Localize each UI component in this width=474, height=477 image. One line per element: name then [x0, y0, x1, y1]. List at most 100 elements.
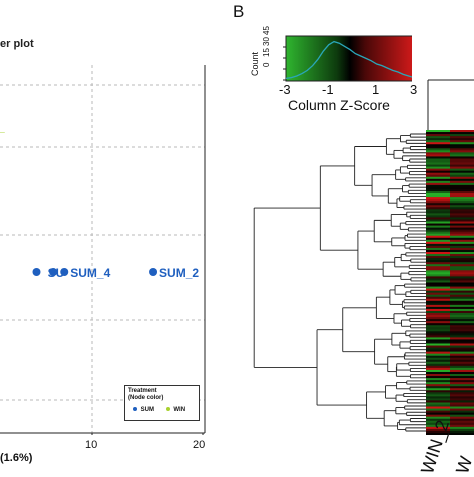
heatmap-cell-win2-68: [426, 268, 450, 271]
heatmap-cell-win2-32: [426, 195, 450, 198]
heatmap-cell-win2-60: [426, 252, 450, 255]
heatmap-cell-w-63: [450, 258, 474, 261]
heatmap-cell-w-98: [450, 329, 474, 332]
heatmap-cell-win2-20: [426, 170, 450, 174]
heatmap-cell-win2-137: [426, 408, 450, 411]
heatmap-cell-win2-73: [426, 278, 450, 281]
heatmap-cell-w-81: [450, 294, 474, 298]
heatmap-cell-win2-95: [426, 323, 450, 326]
heatmap-cell-w-68: [450, 268, 474, 271]
heatmap-cell-w-37: [450, 205, 474, 208]
key-xtick--3: -3: [279, 82, 291, 97]
heatmap-cell-win2-26: [426, 182, 450, 186]
heatmap-cell-w-72: [450, 276, 474, 279]
legend-title: Treatment: [128, 388, 157, 394]
heatmap-cell-win2-143: [426, 420, 450, 424]
heatmap-cell-win2-3: [426, 136, 450, 139]
heatmap-cell-w-118: [450, 369, 474, 373]
heatmap-cell-win2-52: [426, 235, 450, 239]
heatmap-cell-win2-55: [426, 241, 450, 245]
heatmap-cell-w-27: [450, 184, 474, 188]
heatmap-cell-w-92: [450, 317, 474, 320]
heatmap-cell-win2-74: [426, 280, 450, 283]
heatmap-cell-w-104: [450, 341, 474, 344]
heatmap-cell-win2-48: [426, 227, 450, 231]
heatmap-cell-win2-80: [426, 292, 450, 296]
heatmap-cell-win2-142: [426, 418, 450, 422]
heatmap-cell-win2-119: [426, 371, 450, 375]
scatter-legend: Treatment (Node color) SUM WIN: [124, 385, 200, 421]
heatmap-cell-win2-56: [426, 243, 450, 247]
heatmap-cell-w-57: [450, 245, 474, 249]
heatmap-cell-w-137: [450, 408, 474, 411]
heatmap-cell-w-79: [450, 290, 474, 294]
heatmap-cell-win2-115: [426, 363, 450, 367]
heatmap-cell-win2-0: [426, 130, 450, 133]
key-xtick--1: -1: [322, 82, 334, 97]
heatmap-cell-win2-111: [426, 355, 450, 359]
heatmap-cell-w-58: [450, 247, 474, 251]
point-label-sum-2: SUM_2: [159, 266, 199, 280]
heatmap-cell-win2-54: [426, 239, 450, 243]
heatmap-cell-w-103: [450, 339, 474, 342]
heatmap-cell-win2-141: [426, 416, 450, 420]
heatmap-cell-w-127: [450, 388, 474, 391]
heatmap-cell-w-5: [450, 140, 474, 143]
heatmap-cell-w-11: [450, 152, 474, 155]
heatmap-cell-win2-14: [426, 158, 450, 161]
heatmap-cell-win2-108: [426, 349, 450, 353]
point-label-overlap: SU: [48, 266, 65, 280]
heatmap-cell-win2-100: [426, 333, 450, 336]
heatmap-cell-w-139: [450, 412, 474, 416]
heatmap-cell-win2-64: [426, 260, 450, 263]
heatmap-cell-w-41: [450, 213, 474, 216]
heatmap-cell-win2-15: [426, 160, 450, 163]
heatmap-cell-w-108: [450, 349, 474, 353]
key-histogram-line: [285, 40, 412, 80]
heatmap-cell-win2-93: [426, 319, 450, 322]
scatter-xlabel: (1.6%): [0, 452, 33, 464]
heatmap-cell-win2-11: [426, 152, 450, 155]
heatmap-cell-w-113: [450, 359, 474, 363]
heatmap-cell-win2-83: [426, 298, 450, 302]
heatmap-cell-w-71: [450, 274, 474, 277]
heatmap-cell-w-87: [450, 306, 474, 310]
heatmap-cell-w-130: [450, 394, 474, 397]
heatmap-cell-win2-39: [426, 209, 450, 212]
heatmap-cell-win2-87: [426, 306, 450, 310]
heatmap-cell-win2-103: [426, 339, 450, 342]
heatmap-cell-win2-40: [426, 211, 450, 214]
heatmap-cell-w-99: [450, 331, 474, 334]
heatmap-cell-win2-46: [426, 223, 450, 226]
heatmap-cell-win2-37: [426, 205, 450, 208]
heatmap-cell-w-91: [450, 315, 474, 318]
heatmap-cell-win2-117: [426, 367, 450, 371]
heatmap-cell-win2-114: [426, 361, 450, 365]
heatmap-cell-w-122: [450, 378, 474, 381]
heatmap-cell-w-135: [450, 404, 474, 407]
heatmap-cell-w-14: [450, 158, 474, 161]
scatter-point-sum-2: [49, 268, 58, 276]
heatmap-cell-w-82: [450, 296, 474, 300]
heatmap-cell-win2-99: [426, 331, 450, 334]
heatmap-cell-w-111: [450, 355, 474, 359]
heatmap-col-label-w: W: [452, 453, 474, 477]
heatmap-cell-w-54: [450, 239, 474, 243]
scatter-point-sum-0: [60, 268, 69, 276]
heatmap-cell-win2-17: [426, 164, 450, 167]
heatmap-cell-w-47: [450, 225, 474, 228]
heatmap-cell-win2-43: [426, 217, 450, 220]
heatmap-cell-w-30: [450, 191, 474, 194]
heatmap-cell-win2-5: [426, 140, 450, 143]
heatmap-cell-win2-57: [426, 245, 450, 249]
heatmap-cell-win2-36: [426, 203, 450, 206]
heatmap-cell-w-95: [450, 323, 474, 326]
heatmap-cell-win2-75: [426, 282, 450, 285]
heatmap-cell-w-3: [450, 136, 474, 139]
heatmap-cell-win2-88: [426, 308, 450, 312]
key-xtick-1: 1: [372, 82, 380, 97]
heatmap-cell-w-59: [450, 249, 474, 253]
heatmap-cell-w-144: [450, 422, 474, 426]
heatmap-cell-w-32: [450, 195, 474, 198]
heatmap-cell-w-117: [450, 367, 474, 371]
